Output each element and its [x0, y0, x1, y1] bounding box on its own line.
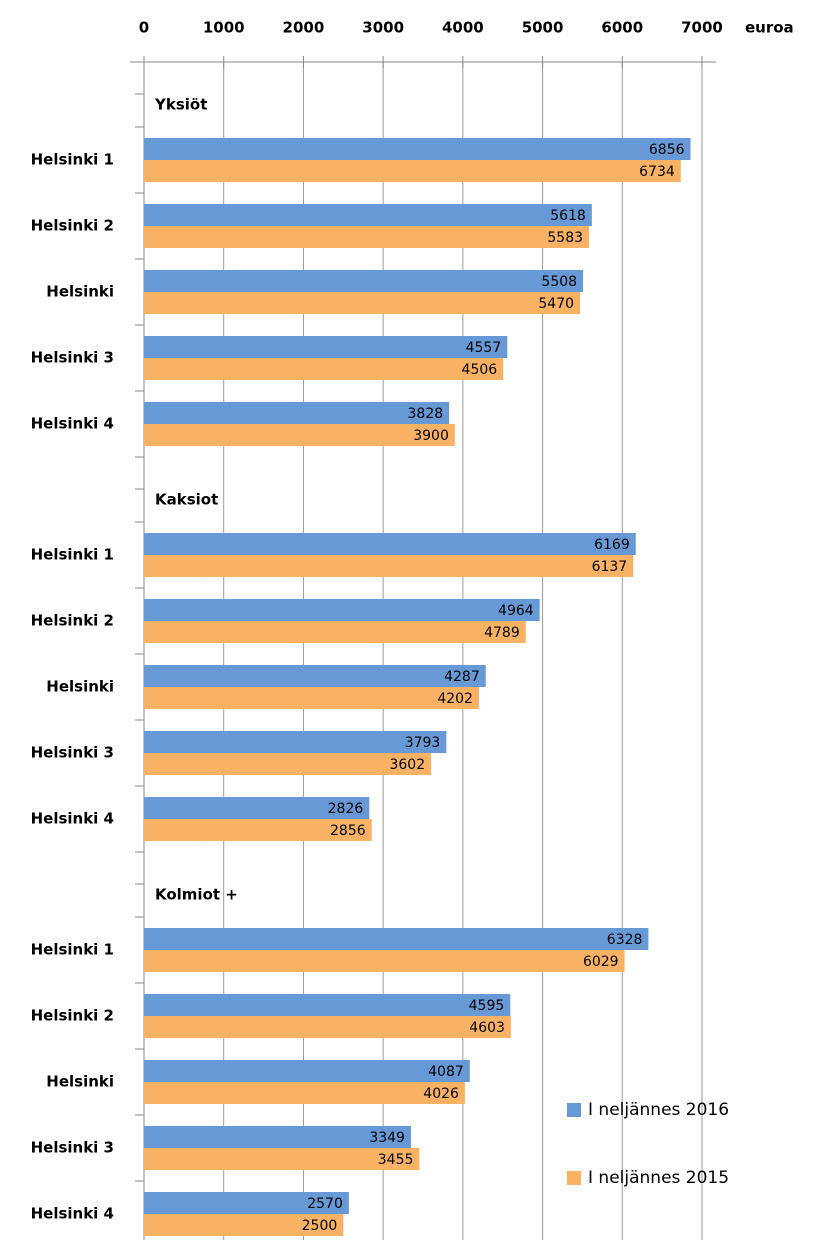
value-label: 6137 — [592, 559, 628, 575]
bar — [144, 687, 479, 709]
bar — [144, 533, 636, 555]
bar — [144, 950, 625, 972]
group-label: Yksiöt — [154, 96, 207, 114]
y-tick-label: Helsinki 1 — [31, 941, 114, 959]
x-tick-label: 2000 — [283, 19, 325, 37]
value-label: 6029 — [583, 954, 619, 970]
bar — [144, 270, 584, 292]
value-label: 5508 — [541, 274, 577, 290]
value-label: 6734 — [639, 164, 675, 180]
bar — [144, 358, 504, 380]
value-label: 4595 — [469, 998, 505, 1014]
value-label: 4506 — [462, 362, 498, 378]
bar — [144, 1214, 344, 1236]
value-label: 4287 — [444, 669, 480, 685]
bar — [144, 1192, 349, 1214]
bar — [144, 402, 450, 424]
value-label: 3900 — [413, 428, 449, 444]
bar — [144, 928, 649, 950]
value-label: 5583 — [547, 230, 583, 246]
x-tick-label: 3000 — [362, 19, 404, 37]
bar — [144, 138, 691, 160]
x-tick-label: 6000 — [601, 19, 643, 37]
bar — [144, 665, 486, 687]
bar — [144, 424, 455, 446]
value-label: 2570 — [307, 1196, 343, 1212]
value-label: 6856 — [649, 142, 685, 158]
bar — [144, 292, 581, 314]
value-label: 4202 — [437, 691, 473, 707]
x-tick-label: 5000 — [522, 19, 564, 37]
legend-label: I neljännes 2015 — [588, 1168, 729, 1188]
value-label: 4557 — [466, 340, 502, 356]
value-label: 4603 — [469, 1020, 505, 1036]
value-label: 3793 — [405, 735, 441, 751]
legend-label: I neljännes 2016 — [588, 1100, 729, 1120]
bar — [144, 1060, 470, 1082]
value-label: 2500 — [302, 1218, 338, 1234]
y-tick-label: Helsinki 4 — [31, 1205, 114, 1223]
value-label: 5470 — [538, 296, 574, 312]
bar — [144, 797, 370, 819]
bar — [144, 226, 590, 248]
y-tick-label: Helsinki — [46, 678, 114, 696]
bar — [144, 336, 508, 358]
y-tick-label: Helsinki — [46, 1073, 114, 1091]
bar — [144, 731, 447, 753]
group-label: Kaksiot — [155, 491, 218, 509]
bar — [144, 555, 634, 577]
bar — [144, 994, 511, 1016]
value-label: 4087 — [428, 1064, 464, 1080]
y-tick-label: Helsinki 3 — [31, 1139, 114, 1157]
group-label: Kolmiot + — [155, 886, 238, 904]
value-label: 4789 — [484, 625, 520, 641]
x-tick-label: 0 — [139, 19, 149, 37]
value-label: 3602 — [389, 757, 425, 773]
value-label: 2856 — [330, 823, 366, 839]
x-tick-label: 4000 — [442, 19, 484, 37]
bar — [144, 1126, 411, 1148]
value-label: 3828 — [408, 406, 444, 422]
bar — [144, 599, 540, 621]
bar — [144, 1016, 511, 1038]
bar — [144, 753, 432, 775]
value-label: 3455 — [378, 1152, 414, 1168]
legend-swatch — [567, 1103, 581, 1117]
y-tick-label: Helsinki 1 — [31, 151, 114, 169]
value-label: 4026 — [423, 1086, 459, 1102]
x-axis-label: euroa — [745, 19, 794, 37]
bar — [144, 621, 526, 643]
x-tick-label: 1000 — [203, 19, 245, 37]
bar — [144, 1082, 465, 1104]
y-tick-label: Helsinki 3 — [31, 744, 114, 762]
x-tick-label: 7000 — [681, 19, 723, 37]
y-tick-label: Helsinki 1 — [31, 546, 114, 564]
value-label: 4964 — [498, 603, 534, 619]
value-label: 6169 — [594, 537, 630, 553]
value-label: 3349 — [369, 1130, 405, 1146]
value-label: 6328 — [607, 932, 643, 948]
y-tick-label: Helsinki 2 — [31, 612, 114, 630]
y-tick-label: Helsinki — [46, 283, 114, 301]
y-tick-label: Helsinki 4 — [31, 415, 114, 433]
y-tick-label: Helsinki 2 — [31, 217, 114, 235]
y-tick-label: Helsinki 4 — [31, 810, 114, 828]
bar — [144, 204, 592, 226]
legend-swatch — [567, 1171, 581, 1185]
bar — [144, 1148, 420, 1170]
y-tick-label: Helsinki 3 — [31, 349, 114, 367]
bar — [144, 819, 372, 841]
value-label: 2826 — [328, 801, 364, 817]
bar — [144, 160, 681, 182]
y-tick-label: Helsinki 2 — [31, 1007, 114, 1025]
value-label: 5618 — [550, 208, 586, 224]
